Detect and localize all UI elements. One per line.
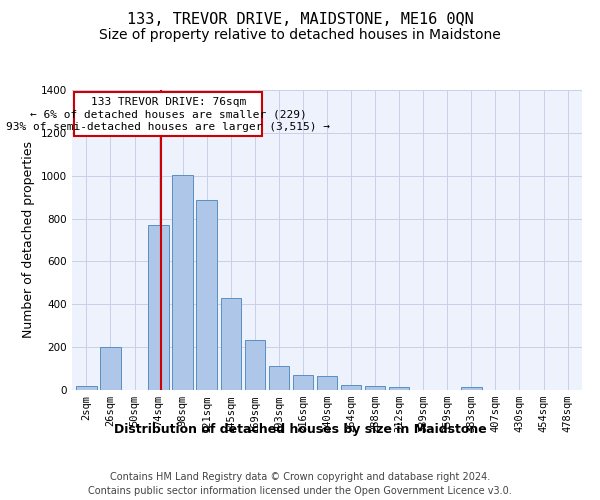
FancyBboxPatch shape [74, 92, 262, 136]
Bar [245, 340, 265, 390]
Bar [461, 388, 482, 390]
Bar [365, 386, 385, 390]
Bar [172, 174, 193, 390]
Bar [196, 200, 217, 390]
Text: Contains public sector information licensed under the Open Government Licence v3: Contains public sector information licen… [88, 486, 512, 496]
Bar [293, 375, 313, 390]
Text: Contains HM Land Registry data © Crown copyright and database right 2024.: Contains HM Land Registry data © Crown c… [110, 472, 490, 482]
Bar [269, 366, 289, 390]
Text: 133, TREVOR DRIVE, MAIDSTONE, ME16 0QN: 133, TREVOR DRIVE, MAIDSTONE, ME16 0QN [127, 12, 473, 28]
Bar [221, 298, 241, 390]
Text: 93% of semi-detached houses are larger (3,515) →: 93% of semi-detached houses are larger (… [6, 122, 330, 132]
Text: 133 TREVOR DRIVE: 76sqm: 133 TREVOR DRIVE: 76sqm [91, 97, 246, 107]
Text: Size of property relative to detached houses in Maidstone: Size of property relative to detached ho… [99, 28, 501, 42]
Bar [100, 347, 121, 390]
Bar [148, 225, 169, 390]
Bar [341, 384, 361, 390]
Text: Distribution of detached houses by size in Maidstone: Distribution of detached houses by size … [113, 422, 487, 436]
Bar [389, 388, 409, 390]
Y-axis label: Number of detached properties: Number of detached properties [22, 142, 35, 338]
Bar [76, 386, 97, 390]
Bar [317, 376, 337, 390]
Text: ← 6% of detached houses are smaller (229): ← 6% of detached houses are smaller (229… [30, 110, 307, 120]
